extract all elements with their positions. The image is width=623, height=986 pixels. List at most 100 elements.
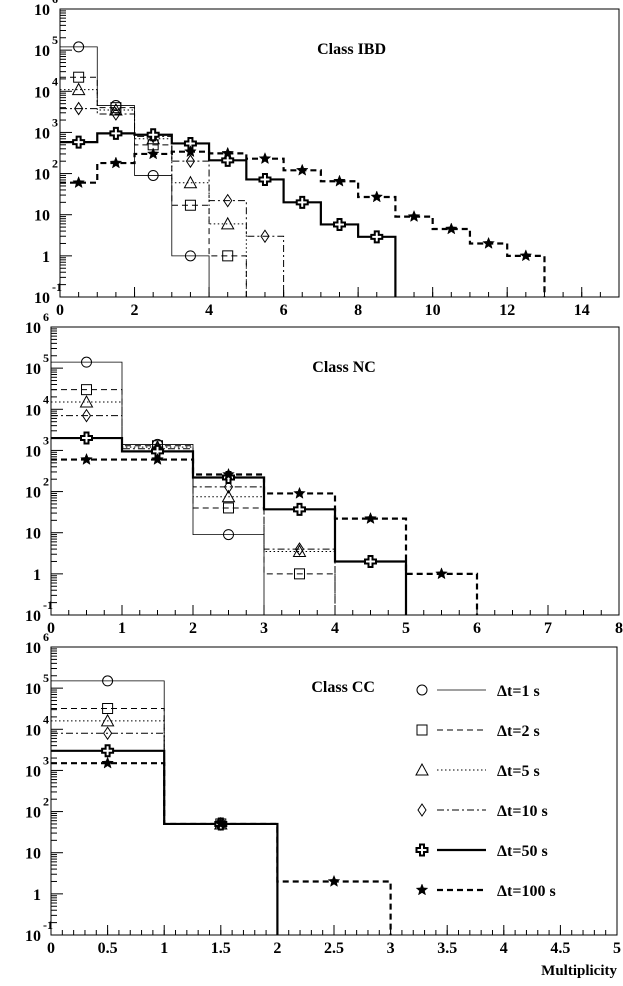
legend-marker — [415, 883, 429, 896]
data-point — [364, 511, 377, 525]
data-point — [102, 675, 114, 687]
data-point — [146, 147, 160, 160]
data-point — [102, 726, 113, 741]
data-point — [109, 126, 123, 140]
data-point — [435, 567, 448, 580]
series-line — [60, 132, 397, 297]
data-point — [370, 190, 384, 203]
data-point — [183, 136, 197, 150]
data-point — [146, 128, 160, 142]
x-tick-label: 1.5 — [211, 940, 231, 957]
data-point — [73, 41, 85, 53]
x-tick-label: 0 — [47, 940, 55, 957]
y-tick-exponent: 4 — [43, 712, 49, 726]
y-tick-exponent: 3 — [43, 753, 49, 767]
x-axis-label: Multiplicity — [541, 963, 617, 979]
series-line — [51, 415, 336, 615]
data-point — [370, 230, 384, 244]
x-tick-label: 3 — [260, 620, 268, 637]
data-point — [184, 199, 196, 211]
y-tick-label: 10 — [25, 640, 41, 657]
y-tick-exponent: 6 — [52, 0, 58, 6]
data-point — [293, 486, 306, 499]
data-point — [444, 222, 458, 235]
y-tick-exponent: 5 — [43, 351, 49, 365]
data-point — [222, 250, 234, 262]
series-line — [51, 708, 278, 935]
data-point — [223, 502, 234, 514]
data-point — [294, 542, 305, 556]
x-tick-label: 14 — [574, 302, 590, 319]
y-tick-label: 1 — [33, 567, 41, 584]
legend-marker — [417, 803, 427, 817]
legend-label: Δt=50 s — [497, 843, 548, 860]
series-line — [60, 150, 546, 297]
x-tick-label: 3.5 — [437, 940, 457, 957]
y-tick-exponent: 2 — [43, 475, 49, 489]
y-tick-exponent: 3 — [52, 115, 58, 129]
x-tick-label: 4 — [331, 620, 339, 637]
data-point — [258, 152, 272, 165]
legend-label: Δt=10 s — [497, 803, 548, 820]
y-tick-label: 10 — [25, 402, 41, 419]
data-point — [72, 135, 86, 149]
series-line — [51, 732, 278, 935]
data-point — [73, 71, 85, 83]
data-point — [223, 529, 234, 541]
y-tick-label: 10 — [34, 125, 50, 142]
x-tick-label: 12 — [499, 302, 515, 319]
data-point — [151, 452, 164, 465]
data-point — [101, 744, 115, 758]
data-point — [294, 568, 305, 580]
data-point — [184, 145, 197, 158]
data-point — [151, 444, 164, 458]
legend-item: Δt=10 s — [417, 803, 548, 820]
panel-title: Class CC — [311, 679, 375, 696]
data-point — [221, 153, 235, 167]
series-line — [51, 436, 408, 615]
x-tick-label: 4.5 — [550, 940, 570, 957]
legend-marker — [415, 762, 429, 776]
x-tick-label: 4 — [205, 302, 213, 319]
legend-item: Δt=5 s — [415, 762, 540, 780]
y-tick-label: 10 — [25, 928, 41, 945]
series-line — [51, 762, 392, 935]
y-tick-label: 10 — [34, 2, 50, 19]
series-line — [60, 76, 247, 297]
data-point — [110, 102, 122, 114]
y-tick-label: 10 — [25, 763, 41, 780]
legend-item: Δt=1 s — [416, 683, 540, 700]
data-point — [327, 874, 341, 887]
data-point — [81, 408, 92, 423]
data-point — [222, 467, 235, 480]
y-tick-exponent: -1 — [43, 918, 53, 932]
y-tick-label: 10 — [25, 846, 41, 863]
series-line — [60, 89, 247, 297]
legend-marker — [416, 684, 428, 696]
y-tick-label: 1 — [33, 887, 41, 904]
y-tick-exponent: 3 — [43, 433, 49, 447]
y-tick-label: 10 — [25, 722, 41, 739]
legend-label: Δt=2 s — [497, 723, 540, 740]
legend-label: Δt=1 s — [497, 683, 540, 700]
y-tick-exponent: 2 — [43, 795, 49, 809]
data-point — [183, 175, 198, 189]
data-point — [258, 172, 272, 186]
x-tick-label: 1 — [118, 620, 126, 637]
x-tick-label: 0 — [56, 302, 64, 319]
data-point — [72, 176, 85, 189]
panel-title: Class NC — [312, 359, 376, 376]
y-tick-exponent: 4 — [52, 74, 58, 88]
y-tick-label: 10 — [25, 681, 41, 698]
data-point — [102, 703, 114, 715]
y-tick-exponent: 6 — [43, 310, 49, 324]
series-line — [51, 389, 336, 615]
legend: Δt=1 s Δt=2 s Δt=5 s Δt=10 s Δt=50 s Δt=100 s — [415, 683, 556, 900]
data-point — [184, 250, 196, 262]
data-point — [214, 817, 228, 830]
y-tick-label: 10 — [34, 290, 50, 307]
y-tick-exponent: 6 — [43, 630, 49, 644]
x-tick-label: 5 — [402, 620, 410, 637]
panel-title: Class IBD — [317, 41, 386, 58]
